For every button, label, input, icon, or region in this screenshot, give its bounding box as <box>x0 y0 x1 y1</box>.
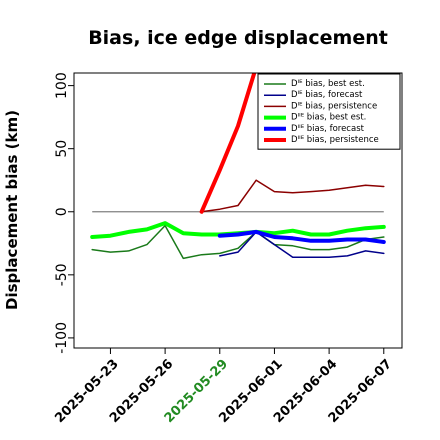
y-tick-label: -100 <box>54 322 70 354</box>
legend-label: Dᴵᴵᴱ bias, best est. <box>291 113 366 123</box>
legend: Dᴵᴱ bias, best est.Dᴵᴱ bias, forecastDᴵᴱ… <box>257 73 401 150</box>
series-line-5 <box>199 73 257 214</box>
chart-title: Bias, ice edge displacement <box>88 27 388 49</box>
series-line-4 <box>217 229 386 244</box>
y-tick-label: 50 <box>54 140 70 158</box>
series-line-0 <box>91 224 385 260</box>
series-layer <box>90 73 386 260</box>
legend-box <box>257 73 401 150</box>
legend-label: Dᴵᴱ bias, persistence <box>291 101 377 111</box>
legend-label: Dᴵᴱ bias, forecast <box>291 90 363 100</box>
y-axis-label: Displacement bias (km) <box>3 110 21 310</box>
legend-label: Dᴵᴵᴱ bias, forecast <box>291 124 365 134</box>
x-axis: 2025-05-232025-05-262025-05-292025-06-01… <box>52 348 395 426</box>
plot-frame <box>73 72 403 349</box>
y-axis: -100 -50 0 50 100 <box>54 72 74 354</box>
y-tick-label: -50 <box>54 263 70 286</box>
series-line-1 <box>219 231 385 258</box>
legend-label: Dᴵᴵᴱ bias, persistence <box>291 135 379 145</box>
legend-label: Dᴵᴱ bias, best est. <box>291 79 365 89</box>
series-line-2 <box>200 179 385 213</box>
y-tick-label: 100 <box>54 72 70 99</box>
y-tick-label: 0 <box>54 207 70 216</box>
